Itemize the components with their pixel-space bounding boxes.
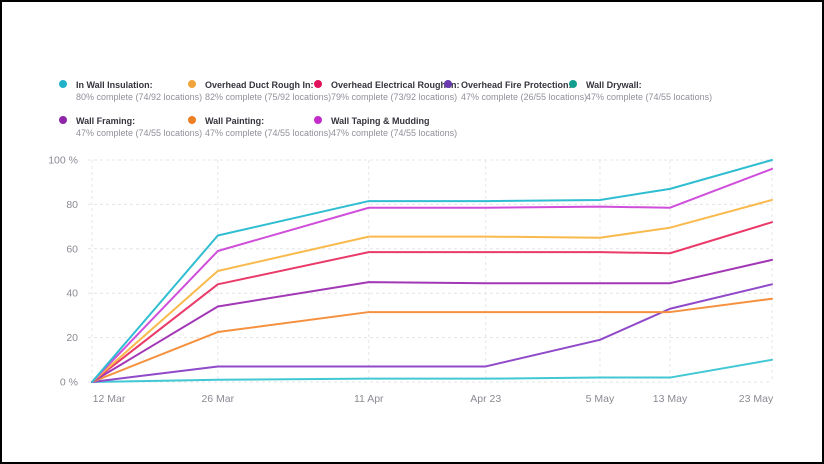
legend-subtext: 47% complete (74/55 locations) [205, 128, 332, 138]
legend-dot-painting [188, 116, 196, 124]
legend-dot-framing [59, 116, 67, 124]
legend-dot-insulation [59, 80, 67, 88]
legend-label: Overhead Fire Protection: [461, 80, 572, 90]
series-line-electrical[interactable] [91, 221, 773, 383]
x-axis-tick-label: 23 May [739, 393, 774, 405]
y-axis-tick-label: 40 [66, 288, 78, 300]
x-axis-tick-label: 13 May [653, 393, 688, 405]
legend-dot-electrical [314, 80, 322, 88]
x-axis-tick-label: 11 Apr [354, 393, 384, 405]
legend-label: In Wall Insulation: [76, 80, 153, 90]
legend-item-taping[interactable]: Wall Taping & Mudding 47% complete (74/55… [314, 115, 457, 140]
legend-item-drywall[interactable]: Wall Drywall: 47% complete (74/55 locatio… [569, 79, 769, 104]
y-axis-tick-label: 0 % [60, 377, 78, 389]
series-line-drywall[interactable] [91, 358, 773, 383]
legend-subtext: 47% complete (26/55 locations) [461, 92, 588, 102]
series-line-duct[interactable] [91, 198, 773, 383]
legend-item-fire[interactable]: Overhead Fire Protection: 47% complete (2… [444, 79, 587, 104]
legend-label: Overhead Electrical Rough In: [331, 80, 460, 90]
legend-label: Overhead Duct Rough In: [205, 80, 314, 90]
legend-dot-duct [188, 80, 196, 88]
x-axis-tick-label: 12 Mar [93, 393, 126, 405]
legend-subtext: 82% complete (75/92 locations) [205, 92, 332, 102]
legend-dot-fire [444, 80, 452, 88]
legend-row: Wall Framing: 47% complete (74/55 locatio… [59, 115, 799, 140]
legend-subtext: 47% complete (74/55 locations) [586, 92, 713, 102]
y-axis-tick-label: 20 [66, 332, 78, 344]
legend-subtext: 80% complete (74/92 locations) [76, 92, 203, 102]
legend-label: Wall Painting: [205, 116, 265, 126]
series-line-taping[interactable] [91, 167, 773, 383]
x-axis-tick-label: Apr 23 [470, 393, 501, 405]
y-axis-tick-label: 60 [66, 243, 78, 255]
y-axis-tick-label: 100 % [48, 155, 78, 167]
legend-item-painting[interactable]: Wall Painting: 47% complete (74/55 locati… [188, 115, 331, 140]
legend-subtext: 47% complete (74/55 locations) [331, 128, 458, 138]
legend-item-framing[interactable]: Wall Framing: 47% complete (74/55 locatio… [59, 115, 202, 140]
legend-subtext: 79% complete (73/92 locations) [331, 92, 458, 102]
legend-item-duct[interactable]: Overhead Duct Rough In: 82% complete (75/… [188, 79, 331, 104]
series-line-framing[interactable] [91, 258, 773, 383]
legend-item-insulation[interactable]: In Wall Insulation: 80% complete (74/92 l… [59, 79, 202, 104]
legend-label: Wall Taping & Mudding [331, 116, 430, 126]
y-axis-tick-label: 80 [66, 199, 78, 211]
x-axis-tick-label: 5 May [586, 393, 615, 405]
legend-label: Wall Drywall: [586, 80, 642, 90]
series-line-fire[interactable] [91, 283, 773, 383]
legend-dot-taping [314, 116, 322, 124]
x-axis-tick-label: 26 Mar [201, 393, 234, 405]
legend-row: In Wall Insulation: 80% complete (74/92 l… [59, 79, 799, 104]
series-line-painting[interactable] [91, 297, 773, 383]
legend-label: Wall Framing: [76, 116, 136, 126]
legend-item-electrical[interactable]: Overhead Electrical Rough In: 79% complet… [314, 79, 460, 104]
legend-subtext: 47% complete (74/55 locations) [76, 128, 203, 138]
chart-legend: In Wall Insulation: 80% complete (74/92 l… [59, 79, 799, 151]
legend-dot-drywall [569, 80, 577, 88]
series-line-insulation[interactable] [91, 159, 773, 383]
